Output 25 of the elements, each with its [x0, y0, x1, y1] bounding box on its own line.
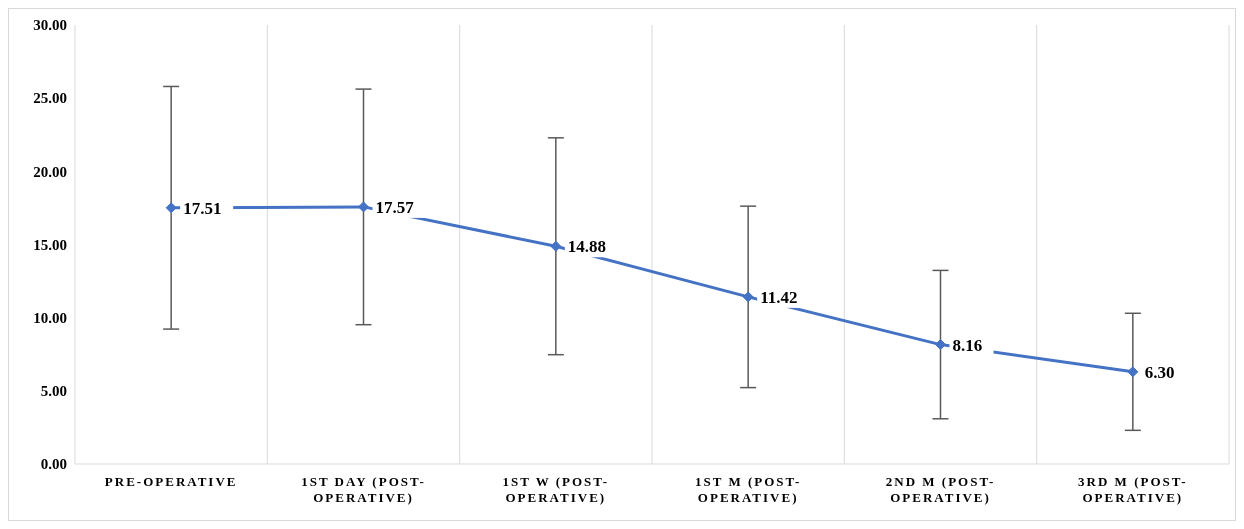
x-tick-label: PRE-OPERATIVE [104, 474, 238, 489]
point [358, 201, 369, 213]
point [550, 240, 562, 252]
point [1127, 366, 1139, 378]
data-label: 17.51 [183, 198, 222, 218]
x-tick-label: 1ST M (POST-OPERATIVE) [694, 474, 802, 505]
x-tick-label: 1ST W (POST-OPERATIVE) [502, 474, 610, 505]
y-tick-label: 5.00 [40, 383, 67, 400]
point [165, 202, 177, 214]
y-tick-label: 30.00 [33, 17, 67, 34]
y-tick-label: 25.00 [33, 90, 67, 107]
data-label: 11.42 [760, 287, 798, 307]
data-label: 14.88 [567, 237, 607, 257]
y-tick-label: 10.00 [33, 309, 67, 326]
x-tick-label: 1ST DAY (POST-OPERATIVE) [301, 474, 426, 505]
point [935, 339, 946, 351]
point [742, 291, 754, 303]
y-tick-label: 20.00 [33, 163, 67, 180]
data-label: 17.57 [375, 197, 415, 217]
x-tick-label: 2ND M (POST-OPERATIVE) [885, 474, 996, 505]
y-tick-label: 15.00 [33, 236, 67, 253]
data-label: 8.16 [952, 335, 983, 355]
y-tick-label: 0.00 [40, 456, 67, 473]
data-label: 6.30 [1144, 362, 1175, 382]
x-tick-label: 3RD M (POST-OPERATIVE) [1078, 474, 1188, 505]
